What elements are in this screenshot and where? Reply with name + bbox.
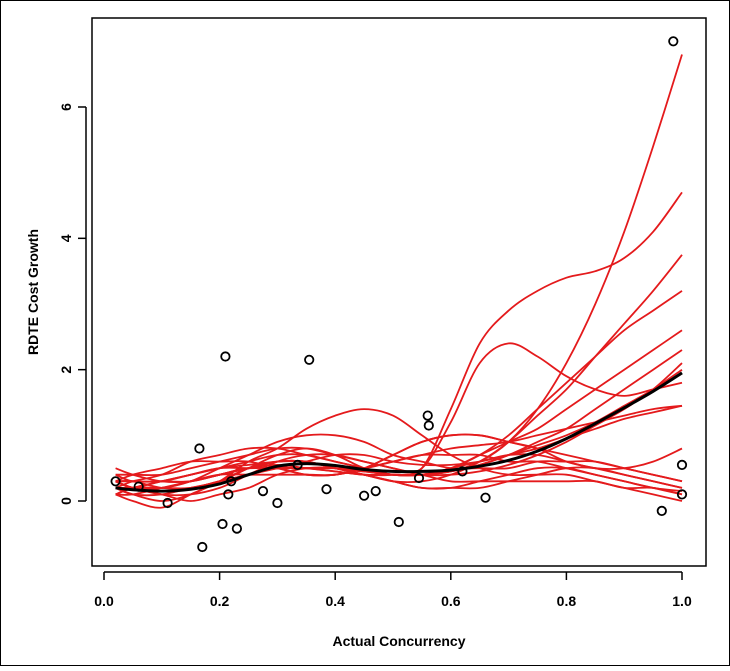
x-tick-label: 0.2: [210, 593, 230, 609]
data-point-26: [676, 459, 688, 470]
y-tick-label: 0: [58, 497, 74, 505]
x-tick-label: 0.6: [441, 593, 461, 609]
data-point-16: [358, 490, 370, 501]
x-axis: 0.0 0.2 0.4 0.6 0.8 1.0: [94, 571, 692, 609]
data-point-13: [292, 459, 303, 470]
data-point-25: [668, 36, 679, 47]
y-tick-label: 4: [58, 234, 74, 242]
x-tick-label: 0.4: [325, 593, 345, 609]
x-tick-label: 1.0: [672, 593, 692, 609]
data-point-23: [480, 492, 491, 503]
x-tick-label: 0.0: [94, 593, 114, 609]
data-point-19: [413, 472, 425, 484]
data-point-11: [257, 485, 269, 497]
data-point-24: [656, 505, 667, 516]
x-axis-label: Actual Concurrency: [332, 633, 465, 649]
data-point-14: [304, 354, 315, 365]
data-point-6: [217, 518, 228, 530]
fit-curve: [115, 371, 683, 493]
data-point-4: [194, 443, 205, 454]
bootstrap-curve-20: [115, 433, 683, 490]
data-point-12: [272, 497, 283, 509]
data-point-9: [226, 476, 237, 487]
y-tick-label: 2: [58, 366, 74, 374]
data-point-18: [393, 516, 404, 528]
data-point-22: [457, 466, 468, 477]
y-tick-label: 6: [58, 103, 74, 111]
data-point-3: [162, 497, 173, 509]
data-point-15: [321, 484, 332, 495]
data-point-21: [423, 420, 434, 431]
data-point-27: [676, 489, 688, 500]
data-point-7: [220, 351, 231, 362]
data-point-17: [370, 485, 381, 497]
y-axis: 0 2 4 6: [58, 103, 87, 505]
data-point-10: [231, 523, 242, 534]
bootstrap-curve-17: [115, 446, 683, 489]
data-point-1: [110, 476, 121, 487]
bootstrap-curve-19: [115, 453, 683, 496]
fit-curve-group: [115, 371, 683, 493]
data-point-20: [422, 410, 433, 421]
bootstrap-curve-14: [115, 408, 683, 509]
y-axis-label: RDTE Cost Growth: [25, 229, 41, 355]
data-points: [110, 36, 688, 553]
data-point-2: [133, 481, 144, 492]
plot-area: [91, 17, 707, 567]
data-point-5: [197, 541, 208, 553]
x-tick-label: 0.8: [557, 593, 577, 609]
bootstrap-curve-15: [115, 446, 683, 496]
data-point-8: [223, 489, 234, 500]
